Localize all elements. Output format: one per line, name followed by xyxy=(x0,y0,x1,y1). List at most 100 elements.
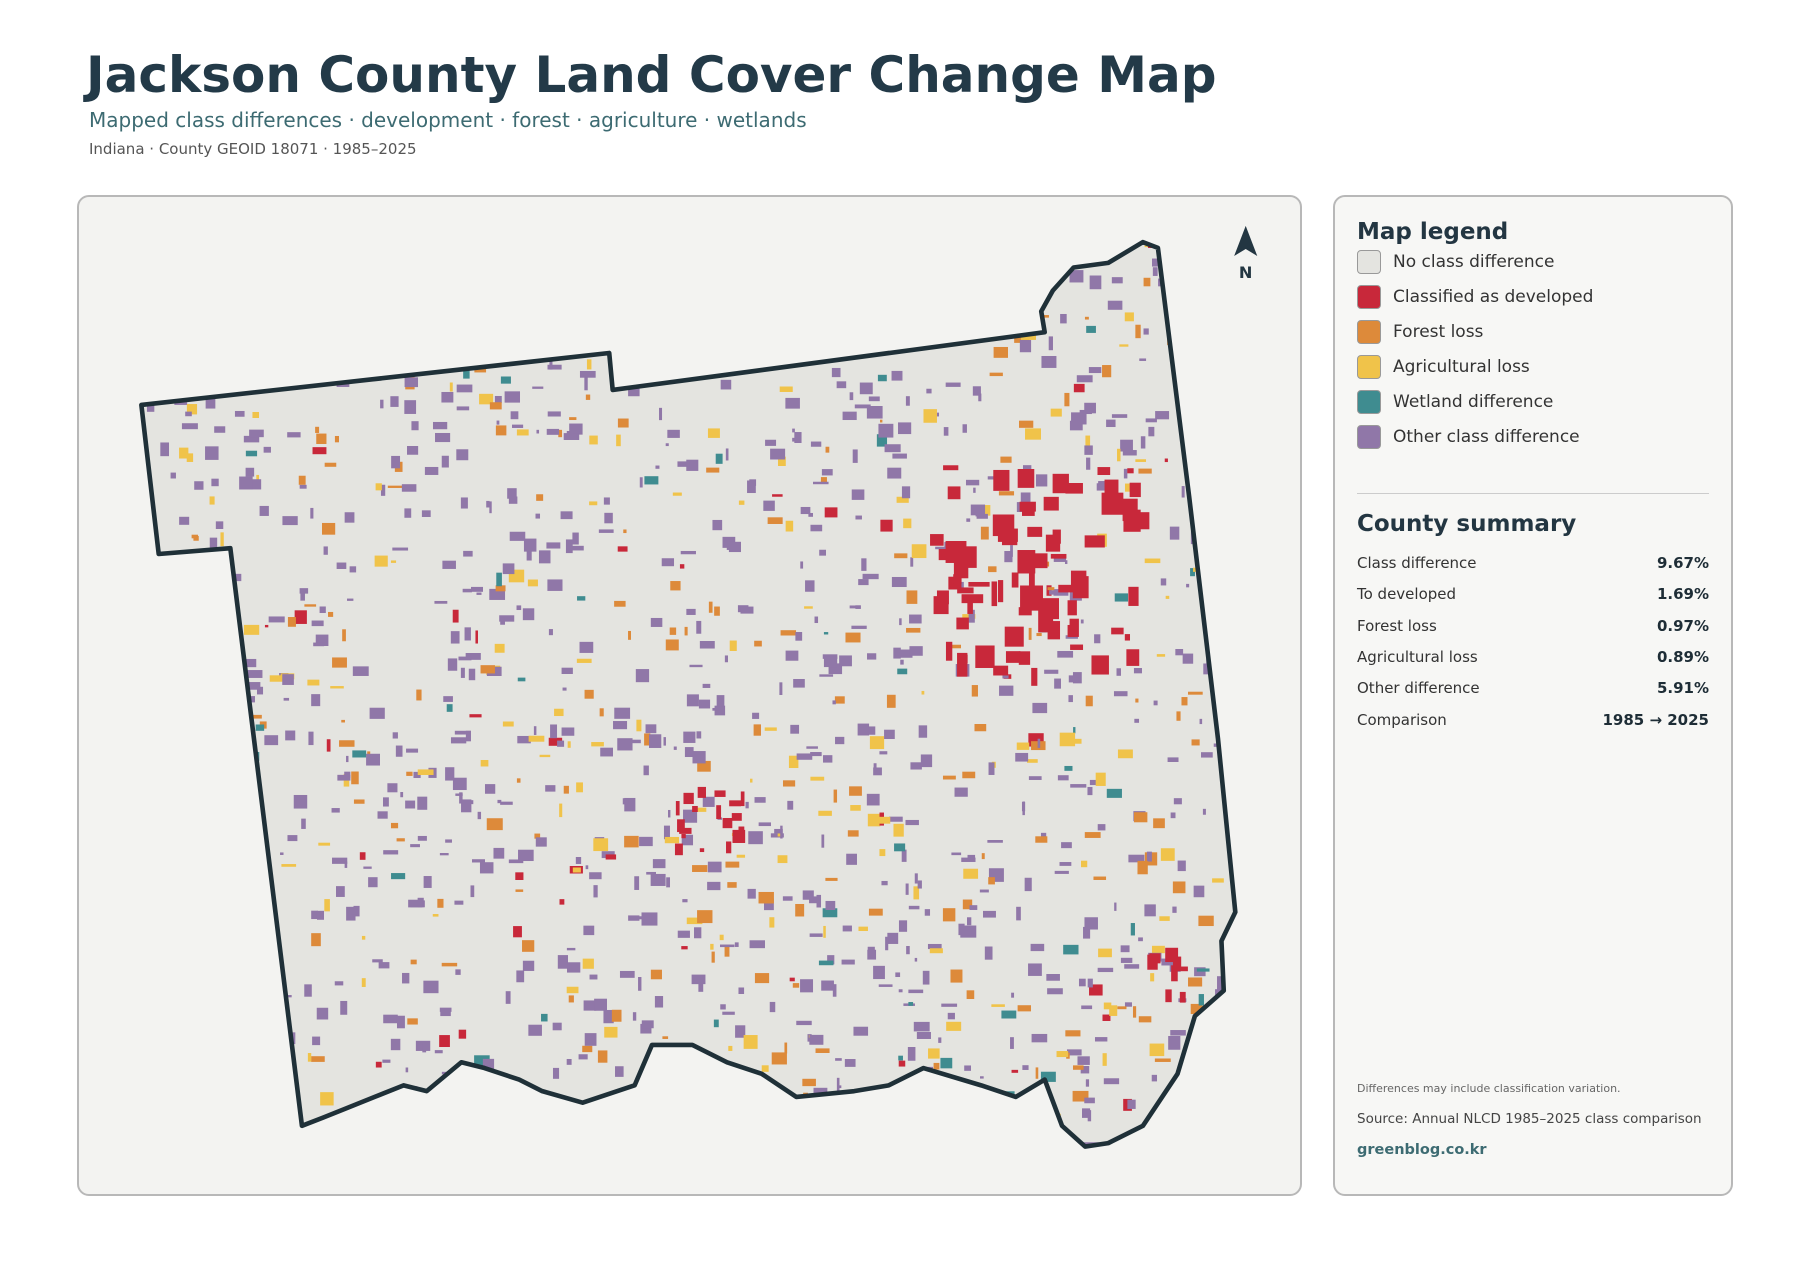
patch xyxy=(439,1035,450,1048)
patch xyxy=(171,643,177,657)
patch xyxy=(578,301,593,311)
patch xyxy=(413,771,421,779)
patch xyxy=(880,519,893,532)
patch xyxy=(1061,842,1072,849)
patch xyxy=(604,1026,618,1038)
patch xyxy=(622,798,629,805)
patch xyxy=(1173,966,1188,972)
patch xyxy=(666,877,671,888)
patch xyxy=(258,985,263,999)
patch xyxy=(894,553,908,559)
legend-item: No class difference xyxy=(1357,250,1554,274)
patch xyxy=(332,857,348,864)
patch xyxy=(614,600,626,607)
patch xyxy=(176,890,185,899)
patch xyxy=(1024,1138,1036,1147)
patch xyxy=(911,544,927,559)
patch xyxy=(1040,1071,1056,1082)
patch xyxy=(300,262,309,276)
patch xyxy=(1127,468,1134,474)
patch xyxy=(1022,1065,1029,1070)
patch xyxy=(782,896,793,901)
patch xyxy=(245,450,258,457)
patch xyxy=(1111,627,1124,635)
patch xyxy=(585,394,591,400)
patch xyxy=(679,827,692,834)
patch xyxy=(665,443,669,447)
patch xyxy=(950,969,963,983)
patch xyxy=(163,763,178,773)
patch xyxy=(1041,355,1057,368)
patch xyxy=(1196,968,1210,972)
patch xyxy=(937,1135,943,1144)
patch xyxy=(650,873,666,886)
patch xyxy=(720,379,732,390)
patch xyxy=(772,494,783,497)
patch xyxy=(258,985,272,991)
patch xyxy=(189,993,205,1003)
patch xyxy=(434,600,448,604)
patch xyxy=(377,811,388,819)
patch xyxy=(793,678,805,688)
patch xyxy=(293,794,308,809)
patch xyxy=(731,813,742,821)
legend-swatch xyxy=(1357,390,1381,414)
patch xyxy=(941,330,953,334)
patch xyxy=(460,497,468,509)
patch xyxy=(988,762,995,775)
patch xyxy=(1133,668,1142,674)
patch xyxy=(628,387,640,397)
patch xyxy=(305,1144,318,1147)
patch xyxy=(1192,341,1203,352)
patch xyxy=(391,873,406,880)
patch xyxy=(256,897,269,908)
patch xyxy=(916,1031,931,1039)
patch xyxy=(417,796,428,810)
patch xyxy=(486,818,503,831)
patch xyxy=(871,267,883,277)
title: Jackson County Land Cover Change Map xyxy=(86,46,1217,104)
patch xyxy=(1025,428,1041,440)
patch xyxy=(1046,253,1062,262)
patch xyxy=(591,742,604,747)
patch xyxy=(507,488,517,499)
patch xyxy=(470,885,475,898)
patch xyxy=(873,763,877,773)
legend-label: Classified as developed xyxy=(1393,287,1594,307)
patch xyxy=(1081,860,1088,868)
legend-item: Other class difference xyxy=(1357,425,1580,449)
summary-row: Agricultural loss 0.89% xyxy=(1357,648,1709,666)
patch xyxy=(156,1079,164,1091)
patch xyxy=(1103,1002,1112,1010)
patch xyxy=(500,801,513,805)
patch xyxy=(613,721,628,730)
divider xyxy=(1357,493,1709,494)
patch xyxy=(825,446,830,453)
patch xyxy=(1067,600,1077,616)
patch xyxy=(156,257,169,272)
summary-label: Other difference xyxy=(1357,679,1480,698)
patch xyxy=(496,572,502,587)
patch xyxy=(982,910,996,918)
patch xyxy=(502,721,514,727)
patch xyxy=(719,934,724,941)
patch xyxy=(410,844,420,848)
patch xyxy=(719,944,735,948)
patch xyxy=(209,537,218,549)
patch xyxy=(1234,718,1236,728)
patch xyxy=(558,429,563,438)
patch xyxy=(328,611,334,617)
patch xyxy=(1048,336,1053,351)
patch xyxy=(1106,788,1122,798)
patch xyxy=(924,909,931,916)
patch xyxy=(697,910,713,924)
patch xyxy=(1114,593,1129,602)
patch xyxy=(1159,916,1170,921)
patch xyxy=(1225,415,1231,427)
patch xyxy=(456,449,469,461)
patch xyxy=(410,1096,421,1105)
patch xyxy=(776,1104,783,1107)
patch xyxy=(495,425,507,436)
patch xyxy=(559,899,565,905)
patch xyxy=(1028,963,1042,976)
